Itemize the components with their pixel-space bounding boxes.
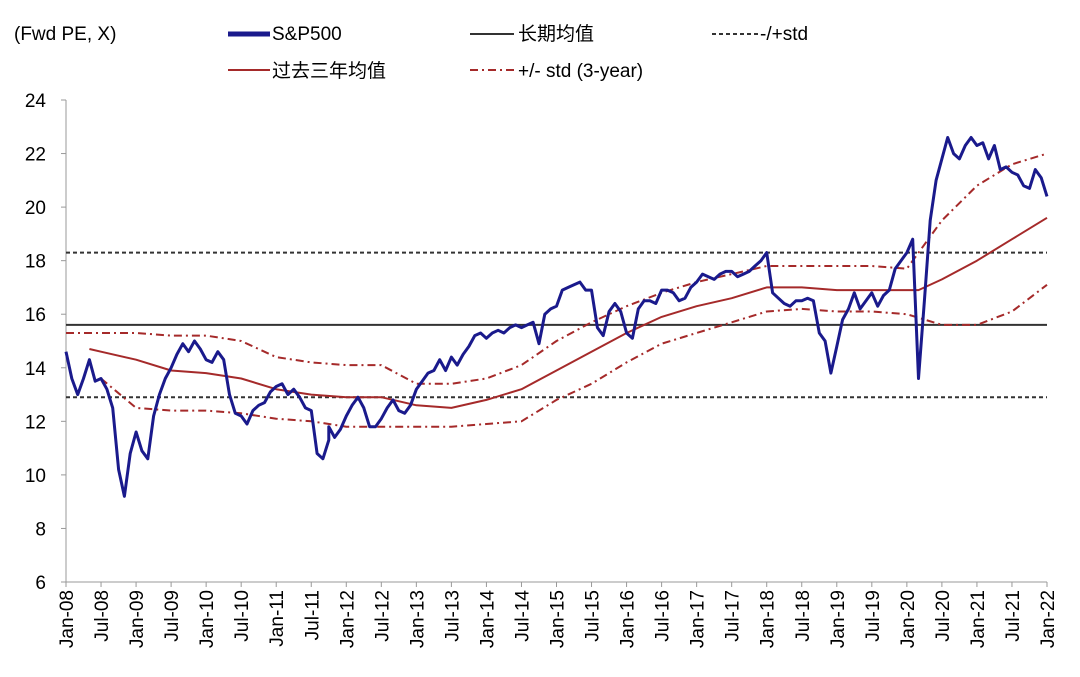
x-tick-label: Jan-21 bbox=[968, 590, 989, 648]
x-tick-label: Jul-17 bbox=[723, 590, 744, 642]
x-tick-label: Jan-17 bbox=[688, 590, 709, 648]
y-tick-label: 18 bbox=[25, 252, 46, 273]
x-tick-label: Jul-10 bbox=[232, 590, 253, 642]
series-0-line bbox=[64, 136, 1049, 498]
y-tick-label: 6 bbox=[35, 573, 46, 594]
x-tick-label: Jan-16 bbox=[618, 590, 639, 648]
x-tick-label: Jan-13 bbox=[407, 590, 428, 648]
legend-label-long-mean: 长期均值 bbox=[518, 23, 594, 45]
x-tick-label: Jul-08 bbox=[92, 590, 113, 642]
legend-label-3y-mean: 过去三年均值 bbox=[272, 60, 386, 82]
x-tick-label: Jan-08 bbox=[57, 590, 78, 648]
x-tick-label: Jul-14 bbox=[512, 590, 533, 642]
x-tick-label: Jan-14 bbox=[477, 590, 498, 649]
series-4-lower-line bbox=[100, 284, 1048, 428]
x-tick-label: Jul-09 bbox=[162, 590, 183, 642]
x-tick-label: Jan-22 bbox=[1038, 590, 1059, 648]
legend-label-sp500: S&P500 bbox=[272, 24, 342, 45]
y-tick-label: 10 bbox=[25, 466, 46, 487]
legend-label-std: -/+std bbox=[760, 24, 808, 45]
x-tick-group: Jan-08 Jul-08 Jan-09 Jul-09 Jan-10 Jul-10 Jan-… bbox=[57, 582, 1059, 648]
plot-area bbox=[64, 136, 1049, 498]
x-tick-label: Jul-12 bbox=[372, 590, 393, 642]
y-tick-group: 6 8 10 12 14 16 18 20 22 24 bbox=[25, 91, 66, 594]
y-tick-label: 24 bbox=[25, 91, 47, 112]
x-tick-label: Jul-16 bbox=[653, 590, 674, 642]
x-tick-label: Jan-15 bbox=[548, 590, 569, 648]
x-tick-label: Jul-13 bbox=[442, 590, 463, 642]
legend-label-3y-std: +/- std (3-year) bbox=[518, 61, 643, 82]
x-tick-label: Jul-15 bbox=[583, 590, 604, 642]
x-tick-label: Jul-11 bbox=[302, 590, 323, 640]
x-tick-label: Jan-20 bbox=[898, 590, 919, 648]
y-unit-label: (Fwd PE, X) bbox=[14, 24, 116, 45]
x-tick-label: Jul-20 bbox=[933, 590, 954, 642]
series-3-line bbox=[89, 216, 1048, 409]
x-tick-label: Jul-19 bbox=[863, 590, 884, 642]
y-tick-label: 22 bbox=[25, 145, 46, 166]
x-tick-label: Jan-18 bbox=[758, 590, 779, 648]
x-tick-label: Jan-12 bbox=[337, 590, 358, 648]
x-tick-label: Jul-21 bbox=[1003, 590, 1024, 642]
y-tick-label: 8 bbox=[35, 519, 46, 540]
x-tick-label: Jan-11 bbox=[267, 590, 288, 647]
y-tick-label: 16 bbox=[25, 305, 46, 326]
series-4-upper-line bbox=[66, 152, 1048, 385]
y-tick-label: 20 bbox=[25, 198, 46, 219]
x-tick-label: Jan-10 bbox=[197, 590, 218, 648]
x-tick-label: Jul-18 bbox=[793, 590, 814, 642]
legend: S&P500 长期均值 -/+std 过去三年均值 +/- std (3-yea… bbox=[228, 23, 808, 82]
y-tick-label: 14 bbox=[25, 359, 47, 380]
x-tick-label: Jan-09 bbox=[127, 590, 148, 648]
x-tick-label: Jan-19 bbox=[828, 590, 849, 648]
y-tick-label: 12 bbox=[25, 412, 46, 433]
